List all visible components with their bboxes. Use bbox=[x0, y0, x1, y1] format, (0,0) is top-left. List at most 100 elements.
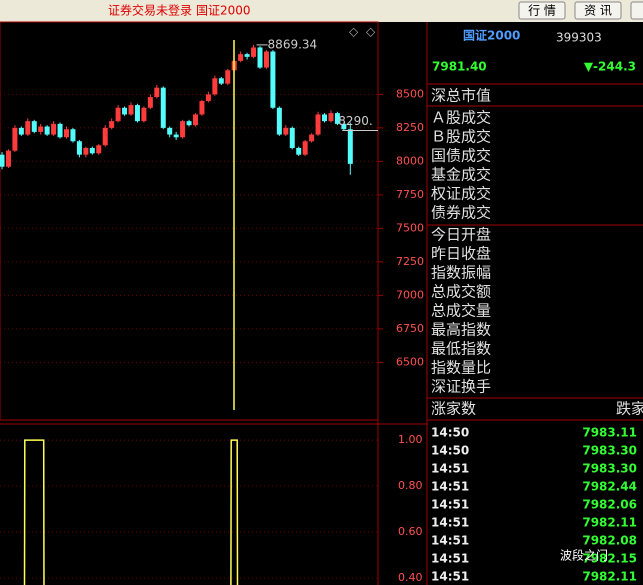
candle-body bbox=[167, 127, 173, 135]
candle-body bbox=[96, 145, 102, 154]
y-tick-label: 7750 bbox=[396, 188, 424, 201]
field-label: 深总市值 bbox=[431, 87, 491, 105]
y-tick-label: 7000 bbox=[396, 288, 424, 301]
tick-time: 14:51 bbox=[431, 480, 469, 494]
candle-body bbox=[83, 147, 89, 155]
candle-body bbox=[115, 107, 121, 122]
candle-body bbox=[309, 134, 315, 142]
tick-price: 7982.06 bbox=[582, 498, 637, 512]
y-tick-label: 8250 bbox=[396, 121, 424, 134]
top-bar bbox=[0, 0, 643, 22]
candle-body bbox=[334, 113, 340, 124]
field-label: 昨日收盘 bbox=[431, 245, 491, 263]
candle-body bbox=[64, 129, 69, 138]
field-label: 跌家 bbox=[616, 400, 643, 418]
candle-body bbox=[128, 105, 134, 115]
button[interactable] bbox=[574, 1, 622, 20]
candle-body bbox=[25, 121, 31, 135]
candle-body bbox=[12, 127, 18, 151]
button-group: 行 情资 讯交 bbox=[518, 1, 643, 20]
plot: 6500 6750 7000 7250 7500 7750 8000 8250 8500 8869… bbox=[0, 37, 424, 585]
price: 7981.40 bbox=[432, 60, 487, 74]
panel-code: 399303 bbox=[556, 31, 602, 45]
candle-body bbox=[296, 147, 302, 155]
candle-body bbox=[283, 127, 289, 135]
field-label: 总成交额 bbox=[431, 283, 491, 301]
button[interactable] bbox=[518, 1, 566, 20]
candle-body bbox=[212, 78, 218, 95]
tick-price: 7983.30 bbox=[582, 462, 637, 476]
button-label[interactable]: 资 讯 bbox=[584, 4, 612, 18]
field-label: 今日开盘 bbox=[431, 226, 491, 244]
panel-title: 国证2000 bbox=[463, 29, 520, 43]
y-tick-label: 0.60 bbox=[398, 525, 423, 538]
tick-price: 7982.11 bbox=[582, 516, 637, 530]
candle-body bbox=[44, 126, 50, 135]
login-status: 证券交易未登录 bbox=[108, 3, 192, 18]
tick-time: 14:51 bbox=[431, 516, 469, 530]
indicator-line bbox=[23, 439, 239, 585]
candle-body bbox=[76, 141, 82, 155]
tick-price: 7982.08 bbox=[582, 534, 637, 548]
candle-body bbox=[315, 114, 321, 135]
candle-body bbox=[218, 78, 224, 84]
watermark: 波段之门 bbox=[560, 548, 608, 563]
field-label: 最高指数 bbox=[431, 321, 491, 339]
candle-body bbox=[322, 114, 327, 122]
y-tick-label: 8500 bbox=[396, 87, 424, 100]
candle-body bbox=[193, 114, 198, 126]
candle-body bbox=[122, 107, 128, 115]
candle-body bbox=[51, 123, 57, 135]
y-tick-label: 0.40 bbox=[398, 571, 423, 584]
tick-price: 7982.15 bbox=[582, 552, 637, 566]
field-label: 涨家数 bbox=[431, 400, 476, 418]
tick-time: 14:51 bbox=[431, 498, 469, 512]
field-label: 总成交量 bbox=[431, 302, 491, 320]
candle-body bbox=[5, 150, 11, 167]
candle-body bbox=[173, 134, 179, 138]
field-label: 指数量比 bbox=[431, 359, 491, 377]
field-label: 指数振幅 bbox=[431, 264, 491, 282]
last-high-label: 8290. bbox=[338, 114, 372, 128]
candle-body bbox=[205, 94, 211, 102]
candle-body bbox=[186, 121, 192, 126]
candle-body bbox=[328, 113, 334, 122]
icon[interactable]: ◇ bbox=[349, 25, 359, 39]
quote-panel: 国证2000 399303 7981.40 ▼-244.3 深总市值 Ａ股成交Ｂ股成交国债… bbox=[427, 29, 643, 584]
candle-body bbox=[199, 101, 205, 115]
field-label: 国债成交 bbox=[431, 147, 491, 165]
candle-body bbox=[154, 87, 160, 98]
field-label: 深证换手 bbox=[431, 378, 491, 396]
candle-body bbox=[109, 121, 115, 128]
tick-price: 7982.44 bbox=[582, 480, 637, 494]
candle-body bbox=[238, 54, 244, 61]
candle-body bbox=[244, 54, 250, 57]
candle-body bbox=[263, 51, 269, 68]
index-name: 国证2000 bbox=[196, 4, 251, 18]
icon[interactable]: ◇ bbox=[366, 25, 376, 39]
button[interactable] bbox=[630, 1, 643, 20]
button-label[interactable]: 行 情 bbox=[528, 4, 556, 18]
candle-body bbox=[270, 51, 276, 108]
candle-body bbox=[257, 47, 263, 68]
y-tick-label: 7250 bbox=[396, 255, 424, 268]
tick-time: 14:51 bbox=[431, 534, 469, 548]
tick-time: 14:50 bbox=[431, 426, 469, 440]
candle-body bbox=[31, 121, 37, 132]
tick-time: 14:51 bbox=[431, 552, 469, 566]
field-label: 最低指数 bbox=[431, 340, 491, 358]
candle-body bbox=[276, 107, 282, 135]
candle-body bbox=[251, 47, 257, 57]
tick-time: 14:50 bbox=[431, 444, 469, 458]
candle-body bbox=[160, 87, 166, 128]
tick-price: 7983.11 bbox=[582, 426, 637, 440]
tick-time: 14:51 bbox=[431, 570, 469, 584]
y-tick-label: 7500 bbox=[396, 221, 424, 234]
candle-body bbox=[57, 123, 63, 138]
candle-body bbox=[180, 121, 186, 138]
tick-price: 7982.11 bbox=[582, 570, 637, 584]
main-frame bbox=[0, 21, 379, 421]
field-label: Ｂ股成交 bbox=[431, 128, 491, 146]
candle-body bbox=[289, 127, 295, 148]
